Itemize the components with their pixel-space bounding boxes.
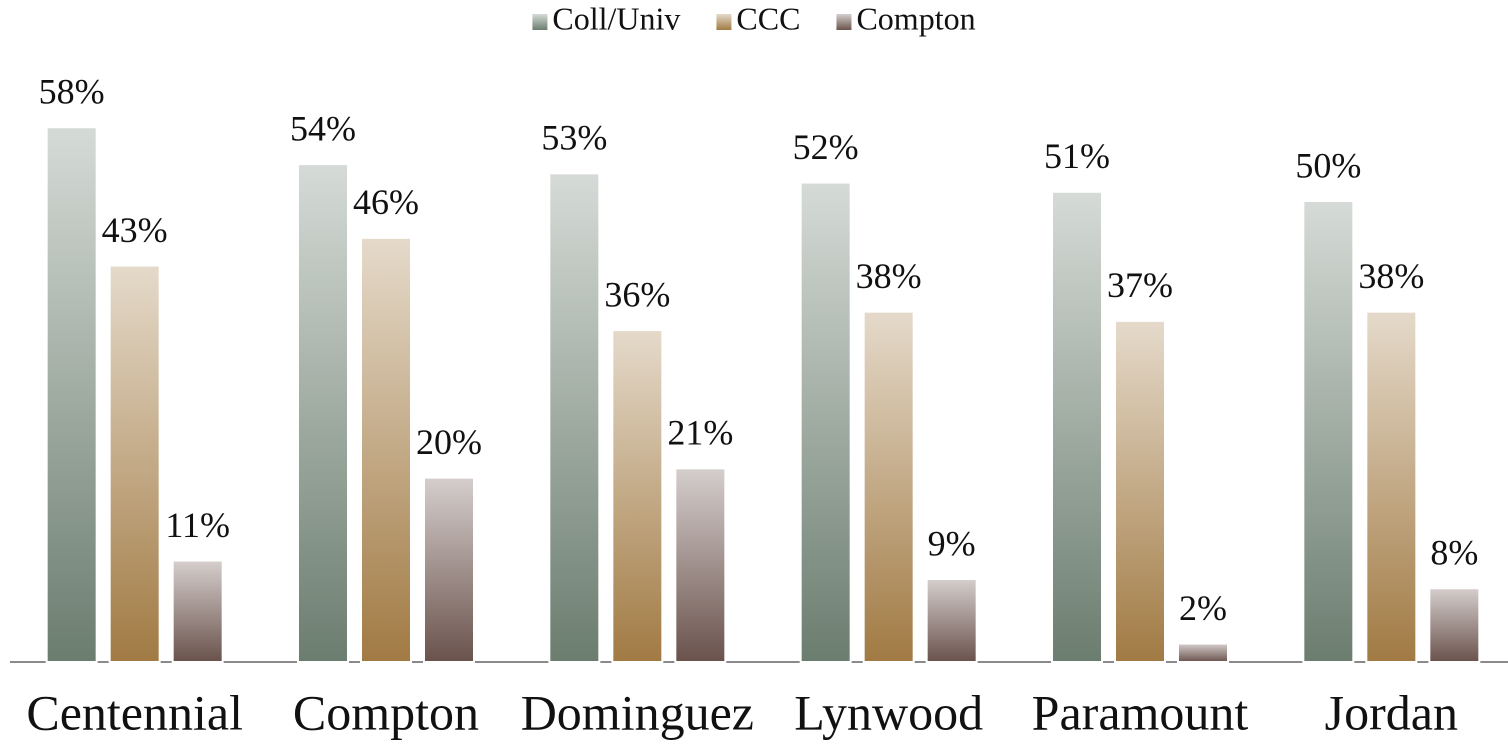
bar (108, 264, 161, 663)
bar (360, 236, 412, 663)
bar (1114, 319, 1166, 663)
value-label: 36% (604, 274, 670, 314)
legend-label: CCC (736, 0, 800, 36)
legend-label: Compton (856, 0, 975, 36)
value-label: 53% (541, 118, 607, 158)
value-label: 8% (1430, 533, 1478, 573)
x-tick-label: Compton (293, 684, 479, 740)
bar (799, 181, 852, 663)
bar (297, 163, 349, 663)
bar (548, 172, 601, 663)
value-label: 51% (1044, 136, 1110, 176)
x-tick-label: Centennial (26, 684, 243, 740)
x-tick-label: Lynwood (794, 684, 983, 740)
value-label: 20% (416, 422, 482, 462)
legend-swatch (532, 14, 548, 30)
bar (171, 559, 224, 664)
legend-label: Coll/Univ (552, 0, 680, 36)
value-label: 21% (667, 413, 733, 453)
value-label: 50% (1295, 145, 1361, 185)
bar (925, 578, 978, 664)
value-label: 38% (856, 256, 922, 296)
bar (45, 126, 98, 664)
value-label: 11% (165, 505, 230, 545)
bar (862, 310, 915, 663)
value-label: 46% (353, 182, 419, 222)
value-label: 37% (1107, 265, 1173, 305)
bar (1365, 310, 1418, 663)
bar (674, 467, 727, 663)
bar (611, 329, 664, 663)
bar (423, 476, 475, 663)
value-label: 54% (290, 108, 356, 148)
value-label: 52% (793, 127, 859, 167)
bar (1051, 190, 1103, 663)
legend-swatch (836, 14, 852, 30)
value-label: 2% (1179, 588, 1227, 628)
bar (1428, 587, 1481, 663)
legend-swatch (716, 14, 732, 30)
legend: Coll/Univ CCC Compton (532, 0, 976, 36)
value-label: 43% (102, 210, 168, 250)
x-tick-label: Paramount (1032, 684, 1249, 740)
value-label: 38% (1358, 256, 1424, 296)
value-label: 9% (928, 523, 976, 563)
bar (1177, 642, 1229, 663)
bar (1302, 200, 1355, 663)
value-label: 58% (39, 72, 105, 112)
x-tick-label: Dominguez (521, 684, 754, 740)
x-tick-label: Jordan (1325, 684, 1458, 740)
